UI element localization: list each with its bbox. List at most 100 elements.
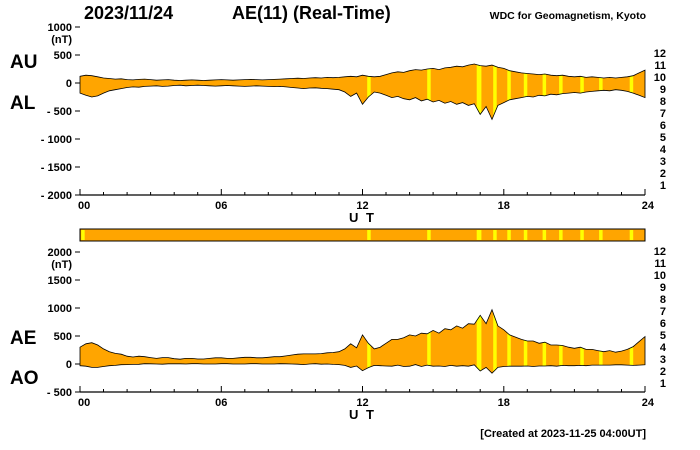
station-count-legend-11: 11 [654, 60, 666, 72]
station-count-legend-5: 5 [660, 330, 666, 342]
station-count-legend-3: 3 [660, 354, 666, 366]
data-band-au-al [80, 64, 645, 120]
x-tick-label: 12 [356, 200, 368, 212]
station-count-legend-8: 8 [660, 96, 666, 108]
x-tick-label: 06 [215, 397, 227, 409]
station-bar-yellow-segment [427, 230, 431, 240]
reduced-station-stripe [476, 309, 482, 374]
data-outline [79, 308, 646, 374]
x-tick-label: 24 [642, 397, 655, 409]
station-count-legend-9: 9 [660, 282, 666, 294]
data-outline [79, 63, 646, 121]
reduced-station-stripe [493, 309, 497, 374]
station-count-legend-4: 4 [660, 144, 667, 156]
station-bar-yellow-segment [367, 230, 371, 240]
reduced-station-stripe [629, 309, 634, 374]
x-axis-title: U T [349, 210, 376, 225]
reduced-station-stripe [599, 64, 603, 120]
reduced-station-stripe [580, 309, 584, 374]
station-bar-yellow-segment [493, 230, 497, 240]
x-tick-label: 00 [78, 397, 90, 409]
station-count-legend-8: 8 [660, 294, 666, 306]
station-count-legend-1: 1 [660, 180, 666, 192]
station-count-legend-12: 12 [654, 246, 666, 258]
reduced-station-stripe [523, 309, 528, 374]
reduced-station-stripe [427, 309, 431, 374]
created-timestamp: [Created at 2023-11-25 04:00UT] [480, 428, 646, 440]
y-tick-label: 0 [66, 359, 72, 371]
reduced-station-stripe [542, 309, 547, 374]
y-tick-label: - 2000 [41, 190, 72, 202]
station-count-legend-10: 10 [654, 270, 666, 282]
x-tick-label: 06 [215, 200, 227, 212]
station-count-legend-12: 12 [654, 48, 666, 60]
label-ao: AO [10, 368, 39, 389]
station-bar-yellow-segment [81, 230, 85, 240]
station-count-legend-7: 7 [660, 108, 666, 120]
y-tick-label: - 1500 [41, 162, 72, 174]
y-tick-label: 1000 [48, 22, 72, 34]
station-count-legend-1: 1 [660, 378, 666, 390]
reduced-station-stripe [476, 64, 482, 120]
station-bar-yellow-segment [580, 230, 584, 240]
x-tick-label: 12 [356, 397, 368, 409]
y-axis-unit: (nT) [51, 259, 72, 271]
reduced-station-stripe [367, 64, 371, 120]
y-tick-label: - 500 [47, 387, 72, 399]
plot-date: 2023/11/24 [84, 3, 174, 23]
reduced-station-stripe [507, 309, 511, 374]
y-tick-label: 500 [54, 50, 72, 62]
station-count-bar [79, 228, 646, 242]
station-count-legend-6: 6 [660, 120, 666, 132]
station-count-legend-11: 11 [654, 258, 666, 270]
reduced-station-stripe [493, 64, 497, 120]
station-count-legend-6: 6 [660, 318, 666, 330]
station-count-legend-4: 4 [660, 342, 667, 354]
station-bar-yellow-segment [599, 230, 603, 240]
station-bar-yellow-segment [559, 230, 563, 240]
y-tick-label: 2000 [48, 247, 72, 259]
x-tick-label: 18 [498, 397, 510, 409]
reduced-station-stripe [427, 64, 431, 120]
x-tick-label: 24 [642, 200, 655, 212]
reduced-station-stripe [523, 64, 528, 120]
station-bar-yellow-segment [476, 230, 482, 240]
reduced-station-stripe [599, 309, 603, 374]
label-ae: AE [10, 328, 37, 349]
y-tick-label: 1000 [48, 303, 72, 315]
y-tick-label: 0 [66, 78, 72, 90]
y-tick-label: - 1000 [41, 134, 72, 146]
reduced-station-stripe [629, 64, 634, 120]
y-axis-unit: (nT) [51, 34, 72, 46]
y-tick-label: 1500 [48, 275, 72, 287]
station-count-legend-9: 9 [660, 84, 666, 96]
station-count-legend-2: 2 [660, 168, 666, 180]
station-count-legend-2: 2 [660, 366, 666, 378]
y-tick-label: 500 [54, 331, 72, 343]
page-title: AE(11) (Real-Time) [232, 3, 391, 23]
reduced-station-stripe [559, 64, 563, 120]
y-tick-label: - 500 [47, 106, 72, 118]
station-count-legend-3: 3 [660, 156, 666, 168]
data-source-credit: WDC for Geomagnetism, Kyoto [489, 10, 646, 22]
reduced-station-stripe [580, 64, 584, 120]
label-al: AL [10, 93, 36, 114]
reduced-station-stripe [507, 64, 511, 120]
x-axis-title: U T [349, 407, 376, 422]
label-au: AU [10, 52, 38, 73]
x-tick-label: 00 [78, 200, 90, 212]
reduced-station-stripe [542, 64, 547, 120]
data-band-ae-ao [80, 309, 645, 374]
station-count-legend-10: 10 [654, 72, 666, 84]
reduced-station-stripe [367, 309, 371, 374]
station-count-legend-5: 5 [660, 132, 666, 144]
station-bar-yellow-segment [629, 230, 634, 240]
station-bar-yellow-segment [542, 230, 547, 240]
station-bar-yellow-segment [507, 230, 511, 240]
x-tick-label: 18 [498, 200, 510, 212]
station-count-legend-7: 7 [660, 306, 666, 318]
reduced-station-stripe [559, 309, 563, 374]
station-bar-yellow-segment [523, 230, 528, 240]
